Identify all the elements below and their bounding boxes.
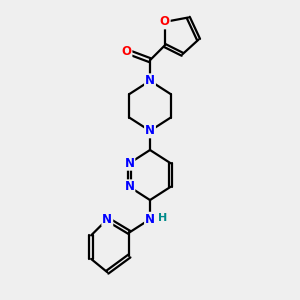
Text: O: O — [122, 45, 131, 58]
Text: N: N — [145, 213, 155, 226]
Text: O: O — [160, 15, 170, 28]
Text: N: N — [102, 213, 112, 226]
Text: H: H — [158, 213, 167, 223]
Text: N: N — [145, 124, 155, 137]
Text: N: N — [124, 157, 134, 170]
Text: N: N — [124, 180, 134, 193]
Text: N: N — [145, 74, 155, 87]
